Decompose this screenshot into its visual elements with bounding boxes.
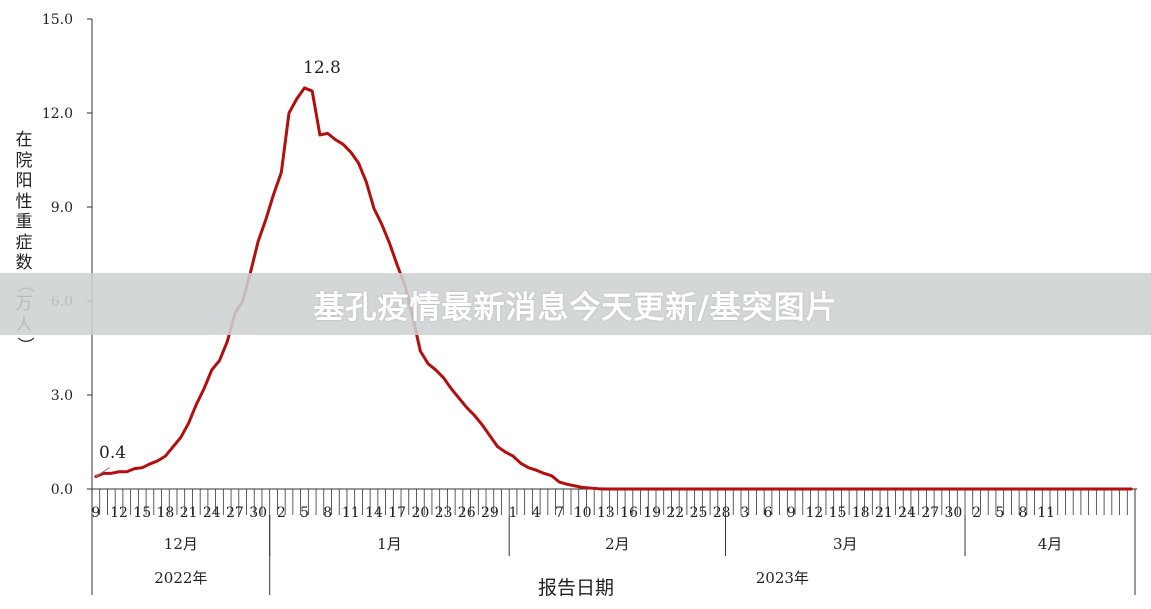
y-axis-title-char: 症 [15, 232, 33, 253]
labels-layer: 0.03.06.09.012.015.091215182124273025811… [42, 12, 1062, 587]
x-tick-label: 21 [875, 505, 893, 521]
peak-value-annotation: 12.8 [303, 58, 341, 78]
x-tick-label: 18 [156, 505, 174, 521]
month-label: 4月 [1038, 535, 1063, 553]
y-tick-label: 15.0 [42, 12, 73, 28]
x-tick-label: 26 [458, 505, 476, 521]
start-value-annotation: 0.4 [99, 443, 126, 463]
x-tick-label: 9 [787, 505, 796, 521]
x-tick-label: 16 [620, 505, 638, 521]
x-tick-label: 12 [110, 505, 128, 521]
x-tick-label: 15 [133, 505, 151, 521]
x-tick-label: 13 [597, 505, 615, 521]
x-tick-label: 14 [365, 505, 383, 521]
y-axis-title-char: 性 [15, 191, 33, 212]
x-tick-label: 12 [805, 505, 823, 521]
x-tick-label: 3 [740, 505, 749, 521]
x-tick-label: 15 [829, 505, 847, 521]
x-tick-label: 25 [690, 505, 708, 521]
x-tick-label: 11 [342, 505, 360, 521]
x-tick-label: 5 [300, 505, 309, 521]
x-tick-label: 1 [509, 505, 518, 521]
x-axis-title: 报告日期 [538, 577, 614, 599]
month-label: 12月 [164, 535, 198, 553]
x-tick-label: 24 [203, 505, 221, 521]
series-layer [94, 86, 1133, 491]
x-tick-label: 8 [323, 505, 332, 521]
x-tick-label: 28 [713, 505, 731, 521]
annotation-leader [95, 467, 111, 477]
y-axis-title-char: 阳 [15, 171, 33, 191]
x-tick-label: 10 [574, 505, 592, 521]
x-tick-label: 24 [898, 505, 916, 521]
month-label: 2月 [605, 535, 630, 553]
x-tick-label: 6 [764, 505, 773, 521]
x-tick-label: 27 [226, 505, 244, 521]
x-tick-label: 19 [643, 505, 661, 521]
x-tick-label: 8 [1019, 505, 1028, 521]
y-tick-label: 0.0 [51, 482, 73, 498]
y-axis-title-char: 重 [15, 212, 33, 232]
month-label: 1月 [377, 535, 402, 553]
banner-title: 基孔疫情最新消息今天更新/基突图片 [313, 289, 838, 326]
year-label: 2022年 [154, 569, 207, 587]
y-axis-title-char: ） [14, 336, 35, 354]
x-tick-label: 18 [852, 505, 870, 521]
x-tick-label: 29 [481, 505, 499, 521]
y-tick-label: 12.0 [42, 106, 73, 122]
y-tick-label: 3.0 [51, 388, 73, 404]
x-tick-label: 22 [666, 505, 684, 521]
x-tick-label: 27 [921, 505, 939, 521]
y-axis-title-char: 院 [15, 150, 33, 171]
x-tick-label: 20 [411, 505, 429, 521]
x-tick-label: 4 [532, 505, 541, 521]
axes-layer [87, 18, 1137, 595]
x-tick-label: 23 [435, 505, 453, 521]
y-tick-label: 9.0 [51, 200, 73, 216]
year-label: 2023年 [756, 569, 809, 587]
x-tick-label: 7 [555, 505, 564, 521]
series-line [94, 86, 1133, 491]
month-label: 3月 [833, 535, 858, 553]
x-tick-label: 17 [388, 505, 406, 521]
x-tick-label: 2 [277, 505, 286, 521]
y-axis-title-char: 数 [15, 253, 33, 273]
y-axis-title-char: 在 [15, 130, 33, 150]
x-tick-label: 21 [180, 505, 198, 521]
x-tick-label: 5 [995, 505, 1004, 521]
x-tick-label: 11 [1037, 505, 1055, 521]
overlay-banner: 基孔疫情最新消息今天更新/基突图片 [0, 273, 1151, 335]
x-tick-label: 30 [945, 505, 963, 521]
x-tick-label: 30 [249, 505, 267, 521]
x-tick-label: 9 [91, 505, 100, 521]
x-tick-label: 2 [972, 505, 981, 521]
